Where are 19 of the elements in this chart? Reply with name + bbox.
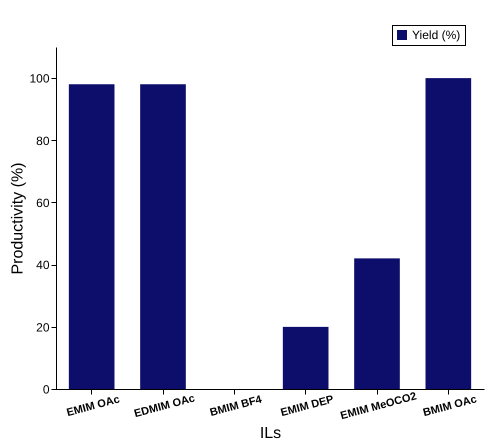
bar [140, 84, 186, 389]
x-axis-title: ILs [260, 425, 282, 442]
y-tick-label: 20 [36, 320, 50, 334]
bar [282, 326, 328, 389]
y-tick-label: 0 [42, 382, 50, 396]
y-tick-label: 60 [36, 196, 50, 210]
x-tick-label: BMIM OAc [422, 393, 478, 420]
x-tick-label: EDMIM OAc [132, 392, 196, 420]
y-tick-label: 80 [36, 134, 50, 148]
bar [354, 258, 400, 389]
x-tick-label: EMIM DEP [279, 393, 336, 420]
bar [68, 84, 114, 389]
y-tick-label: 100 [29, 72, 50, 86]
y-axis-title: Productivity (%) [9, 162, 26, 275]
x-tick-label: EMIM OAc [65, 393, 122, 420]
y-tick-label: 40 [36, 258, 50, 272]
bar [426, 78, 472, 389]
legend-label: Yield (%) [412, 28, 460, 42]
x-tick-label: BMIM BF4 [208, 393, 264, 419]
